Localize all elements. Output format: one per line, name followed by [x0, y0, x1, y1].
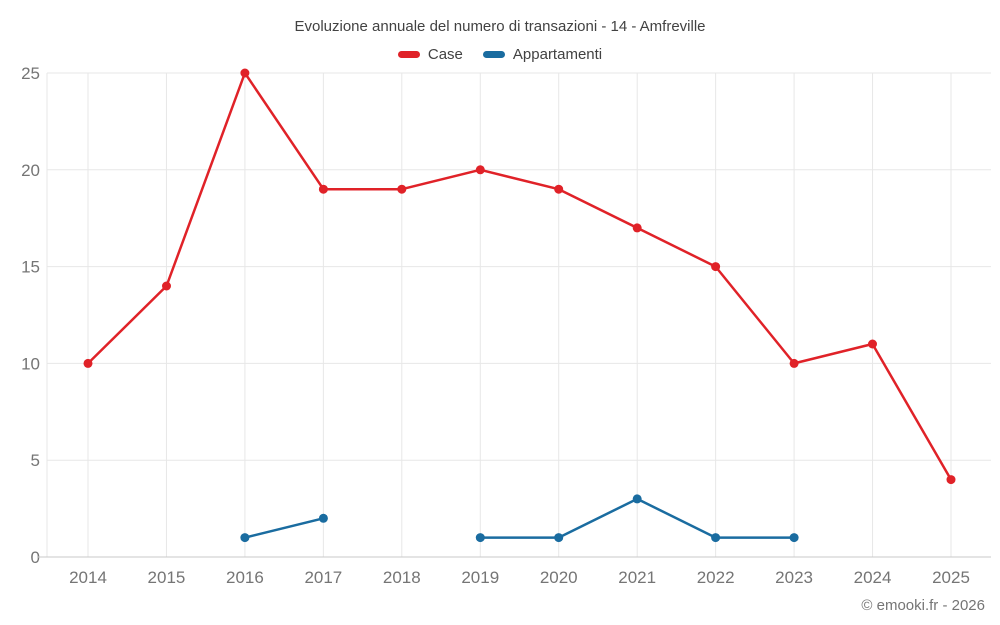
legend-item-appartamenti[interactable]: Appartamenti — [482, 46, 603, 63]
x-tick-label: 2021 — [618, 568, 656, 587]
x-tick-label: 2016 — [226, 568, 264, 587]
series-line-case — [86, 71, 953, 481]
data-point-appartamenti-2023[interactable] — [789, 533, 799, 543]
x-tick-label: 2015 — [148, 568, 186, 587]
data-point-case-2018[interactable] — [397, 184, 407, 194]
x-tick-label: 2025 — [932, 568, 970, 587]
y-tick-label: 20 — [21, 161, 40, 180]
data-point-case-2022[interactable] — [711, 262, 721, 272]
data-point-case-2021[interactable] — [632, 223, 642, 233]
data-point-case-2024[interactable] — [868, 339, 877, 349]
y-tick-label: 15 — [21, 258, 40, 277]
data-point-appartamenti-2020[interactable] — [554, 533, 564, 543]
data-point-appartamenti-2021[interactable] — [632, 494, 642, 504]
data-point-case-2017[interactable] — [318, 184, 328, 194]
x-tick-label: 2014 — [69, 568, 107, 587]
legend-label-appartamenti: Appartamenti — [512, 46, 603, 63]
legend-swatch-appartamenti — [482, 51, 505, 58]
data-point-appartamenti-2019[interactable] — [475, 533, 485, 543]
data-point-appartamenti-2016[interactable] — [240, 533, 250, 543]
legend-label-case: Case — [427, 46, 463, 63]
data-point-case-2014[interactable] — [83, 358, 93, 368]
data-point-case-2023[interactable] — [789, 358, 799, 368]
data-point-case-2020[interactable] — [554, 184, 564, 194]
x-tick-label: 2018 — [383, 568, 421, 587]
x-tick-label: 2022 — [697, 568, 735, 587]
legend-item-case[interactable]: Case — [397, 46, 463, 63]
y-tick-label: 10 — [21, 354, 40, 373]
chart-title: Evoluzione annuale del numero di transaz… — [294, 18, 706, 35]
y-tick-label: 5 — [31, 451, 40, 470]
legend: Case Appartamenti — [0, 46, 1000, 63]
x-tick-label: 2020 — [540, 568, 578, 587]
x-tick-label: 2023 — [775, 568, 813, 587]
data-point-appartamenti-2022[interactable] — [711, 533, 721, 543]
y-tick-label: 25 — [21, 64, 40, 83]
data-point-case-2025[interactable] — [946, 475, 956, 485]
y-tick-label: 0 — [31, 548, 40, 567]
x-tick-label: 2019 — [461, 568, 499, 587]
copyright: © emooki.fr - 2026 — [861, 597, 985, 614]
legend-swatch-case — [397, 51, 420, 58]
data-point-appartamenti-2017[interactable] — [318, 513, 328, 523]
data-point-case-2016[interactable] — [240, 68, 250, 78]
data-point-case-2015[interactable] — [162, 281, 171, 291]
data-point-case-2019[interactable] — [475, 165, 485, 175]
x-tick-label: 2024 — [854, 568, 892, 587]
x-tick-label: 2017 — [304, 568, 342, 587]
